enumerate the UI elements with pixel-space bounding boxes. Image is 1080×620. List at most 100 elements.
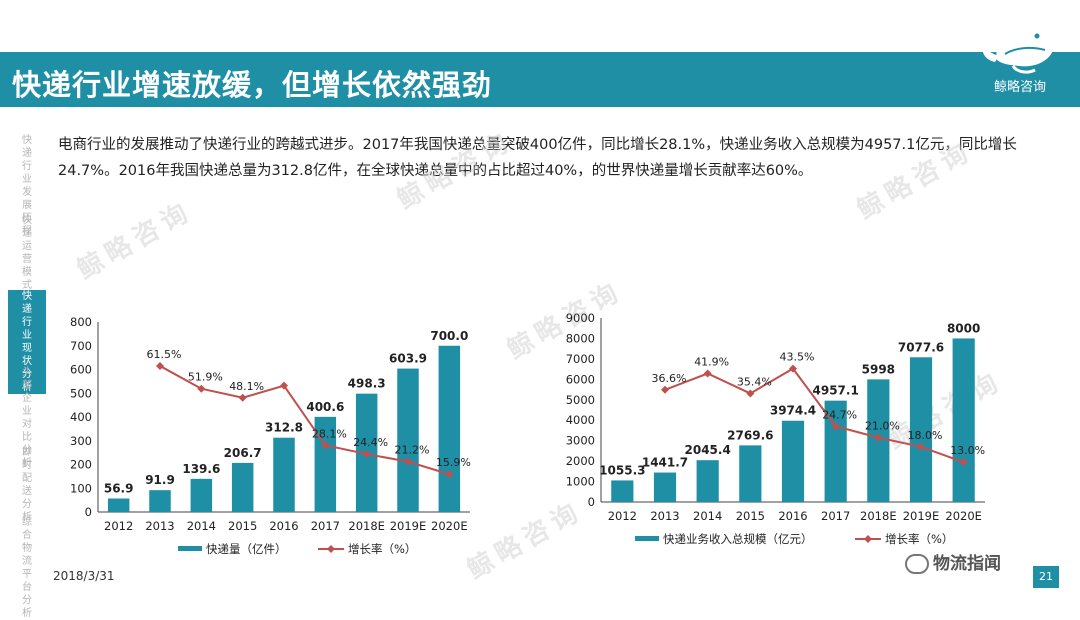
bar-value-label: 8000	[947, 321, 980, 335]
y-tick-label: 600	[70, 363, 92, 377]
y-tick-label: 2000	[566, 454, 595, 468]
bar	[231, 462, 254, 512]
rate-value-label: 28.1%	[312, 427, 347, 440]
whale-icon	[982, 23, 1054, 74]
x-tick-label: 2013	[145, 519, 174, 533]
rate-point	[661, 385, 669, 394]
x-tick-label: 2019E	[390, 519, 427, 533]
y-tick-label: 200	[70, 458, 92, 472]
sidebar-item-top-companies[interactable]: 头部企业对比分析	[22, 367, 32, 469]
legend-bar-label: 快递业务收入总规模（亿元）	[663, 532, 813, 546]
bar-value-label: 91.9	[145, 473, 175, 487]
bar-value-label: 700.0	[430, 329, 468, 343]
rate-point	[874, 433, 883, 442]
express-revenue-chart: 0 1000 2000 3000 4000 5000 6000 7000 8000 9000 201…	[566, 311, 985, 546]
bar	[397, 368, 419, 512]
bar-value-label: 603.9	[389, 352, 427, 366]
rate-value-label: 21.2%	[395, 444, 430, 457]
bar	[909, 357, 933, 502]
bar	[781, 420, 805, 502]
sidebar-item-current-status[interactable]: 快递行业现状分析	[8, 290, 46, 394]
y-tick-label: 9000	[566, 311, 595, 325]
y-tick-label: 1000	[566, 475, 595, 489]
rate-value-label: 48.1%	[229, 380, 264, 393]
x-tick-label: 2015	[736, 509, 765, 523]
watermark: 鲸略咨询	[72, 195, 199, 286]
rate-point	[280, 381, 288, 390]
y-tick-label: 300	[70, 434, 92, 448]
sidebar-item-history[interactable]: 快递行业发展历程	[22, 135, 32, 237]
bar	[273, 437, 295, 512]
legend-line-label: 增长率（%）	[885, 532, 953, 546]
x-tick-label: 2014	[693, 509, 722, 523]
intro-paragraph: 电商行业的发展推动了快递行业的跨越式进步。2017年我国快递总量突破400亿件，…	[58, 137, 1017, 179]
bar	[611, 480, 634, 502]
bar	[107, 498, 130, 512]
bar	[438, 345, 461, 512]
y-tick-label: 700	[70, 339, 92, 353]
bar-value-label: 5998	[862, 362, 895, 376]
x-tick-label: 2017	[311, 519, 340, 533]
source-label: 物流指闻	[905, 549, 1001, 574]
x-tick-label: 2012	[608, 509, 637, 523]
growth-rate-line	[159, 365, 450, 476]
rate-point	[789, 364, 797, 373]
bar-value-label: 312.8	[265, 421, 303, 435]
rate-value-label: 41.9%	[694, 356, 729, 369]
rate-point	[321, 441, 330, 450]
rate-value-label: 21.0%	[865, 420, 900, 433]
bar-value-label: 139.6	[182, 462, 220, 476]
y-tick-label: 0	[85, 505, 92, 519]
rate-point	[831, 422, 840, 431]
sidebar-item-logistics-platform[interactable]: 综合物流平台分析	[22, 517, 32, 619]
bar-value-label: 2769.6	[727, 428, 773, 442]
x-tick-label: 2019E	[903, 509, 940, 523]
y-tick-label: 4000	[566, 413, 595, 427]
y-tick-label: 100	[70, 481, 92, 495]
rate-value-label: 36.6%	[652, 372, 687, 385]
x-tick-label: 2020E	[945, 509, 982, 523]
legend-bar-label: 快递量（亿件）	[206, 542, 287, 555]
rate-value-label: 24.4%	[353, 436, 388, 449]
bar	[696, 460, 719, 502]
bar-value-label: 498.3	[348, 377, 386, 391]
y-tick-label: 7000	[566, 352, 595, 366]
rate-value-label: 15.9%	[436, 456, 471, 469]
rate-point	[404, 457, 412, 466]
legend-line-marker	[327, 545, 335, 553]
brand-logo: 鲸略咨询	[975, 10, 1065, 100]
bar	[739, 445, 762, 502]
bar	[653, 472, 677, 502]
rate-point	[238, 393, 247, 402]
x-tick-label: 2016	[778, 509, 807, 523]
rate-value-label: 61.5%	[147, 348, 182, 361]
y-tick-label: 400	[70, 410, 92, 424]
bar-value-label: 3974.4	[770, 404, 816, 418]
y-tick-label: 800	[70, 315, 92, 329]
bar-value-label: 4957.1	[813, 384, 859, 398]
x-tick-label: 2013	[650, 509, 679, 523]
page-title: 快递行业增速放缓，但增长依然强劲	[12, 68, 493, 102]
x-tick-label: 2012	[104, 519, 133, 533]
rate-value-label: 43.5%	[780, 351, 815, 364]
bar-value-label: 1055.3	[599, 463, 645, 477]
rate-value-label: 24.7%	[822, 408, 857, 421]
sidebar-item-instant-delivery[interactable]: 即时配送分析	[22, 447, 32, 523]
bar	[190, 478, 213, 512]
bar-value-label: 56.9	[104, 481, 134, 495]
brand-name: 鲸略咨询	[993, 80, 1046, 95]
y-tick-label: 8000	[566, 331, 595, 345]
rate-point	[197, 384, 206, 393]
bar-value-label: 1441.7	[642, 456, 688, 470]
rate-point	[746, 389, 755, 398]
y-tick-label: 5000	[566, 393, 595, 407]
bar-value-label: 400.6	[306, 400, 344, 414]
rate-value-label: 13.0%	[950, 444, 985, 457]
report-date: 2018/3/31	[53, 569, 115, 583]
y-tick-label: 6000	[566, 372, 595, 386]
legend-line-marker	[864, 535, 872, 543]
bar	[314, 416, 337, 512]
rate-value-label: 18.0%	[908, 429, 943, 442]
bar	[149, 490, 171, 512]
rate-point	[703, 369, 712, 378]
